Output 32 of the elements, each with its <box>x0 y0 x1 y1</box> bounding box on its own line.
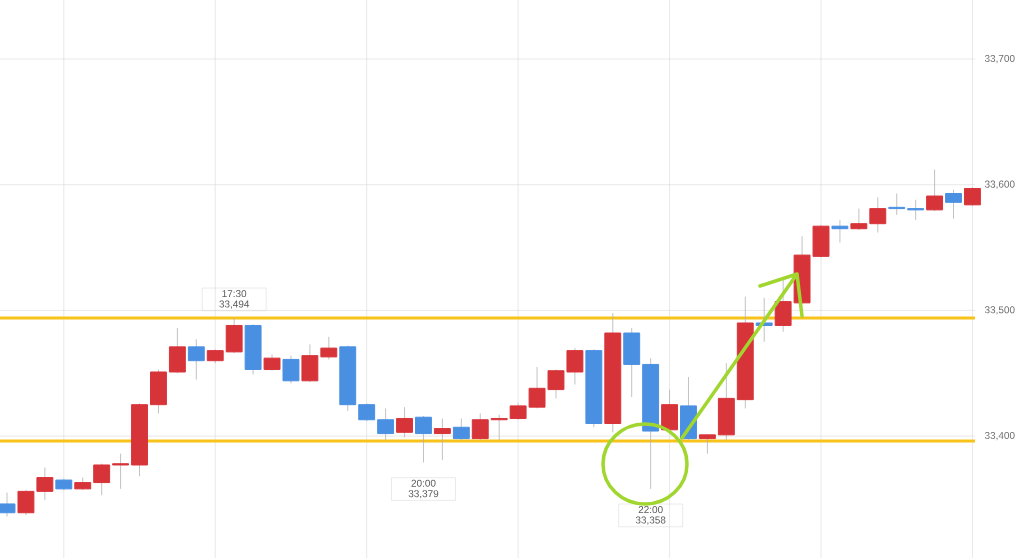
candlestick <box>888 193 906 216</box>
y-tick-label: 33,400 <box>984 431 1015 441</box>
candlestick <box>415 415 432 463</box>
annotation: 33,379 <box>408 490 439 499</box>
annotation: 33,358 <box>635 516 666 525</box>
candlestick <box>112 453 130 490</box>
y-tick-label: 33,500 <box>984 306 1015 315</box>
candlestick <box>396 406 413 438</box>
annotation: 33,494 <box>219 300 250 309</box>
candlestick <box>945 189 962 220</box>
y-tick-label: 33,600 <box>984 180 1015 189</box>
candlestick <box>963 186 981 207</box>
candlestick <box>926 169 944 212</box>
annotation: 17:30 <box>222 290 247 298</box>
candlestick <box>869 196 887 233</box>
candlestick <box>320 336 338 360</box>
candlestick <box>831 219 849 243</box>
candlestick <box>187 338 205 380</box>
y-tick-label: 33,700 <box>984 54 1015 64</box>
annotation: 22:00 <box>638 506 663 514</box>
candlestick <box>471 413 489 441</box>
candlestick <box>850 208 868 231</box>
candlestick <box>433 418 451 461</box>
annotation: 20:00 <box>411 479 436 487</box>
candlestick <box>490 414 508 441</box>
candlestick <box>93 463 111 496</box>
candlestick <box>0 492 16 517</box>
candlestick <box>377 408 395 441</box>
candlestick <box>907 199 925 221</box>
candlestick <box>452 418 470 441</box>
candlestick <box>282 355 300 384</box>
candlestick <box>698 434 716 455</box>
